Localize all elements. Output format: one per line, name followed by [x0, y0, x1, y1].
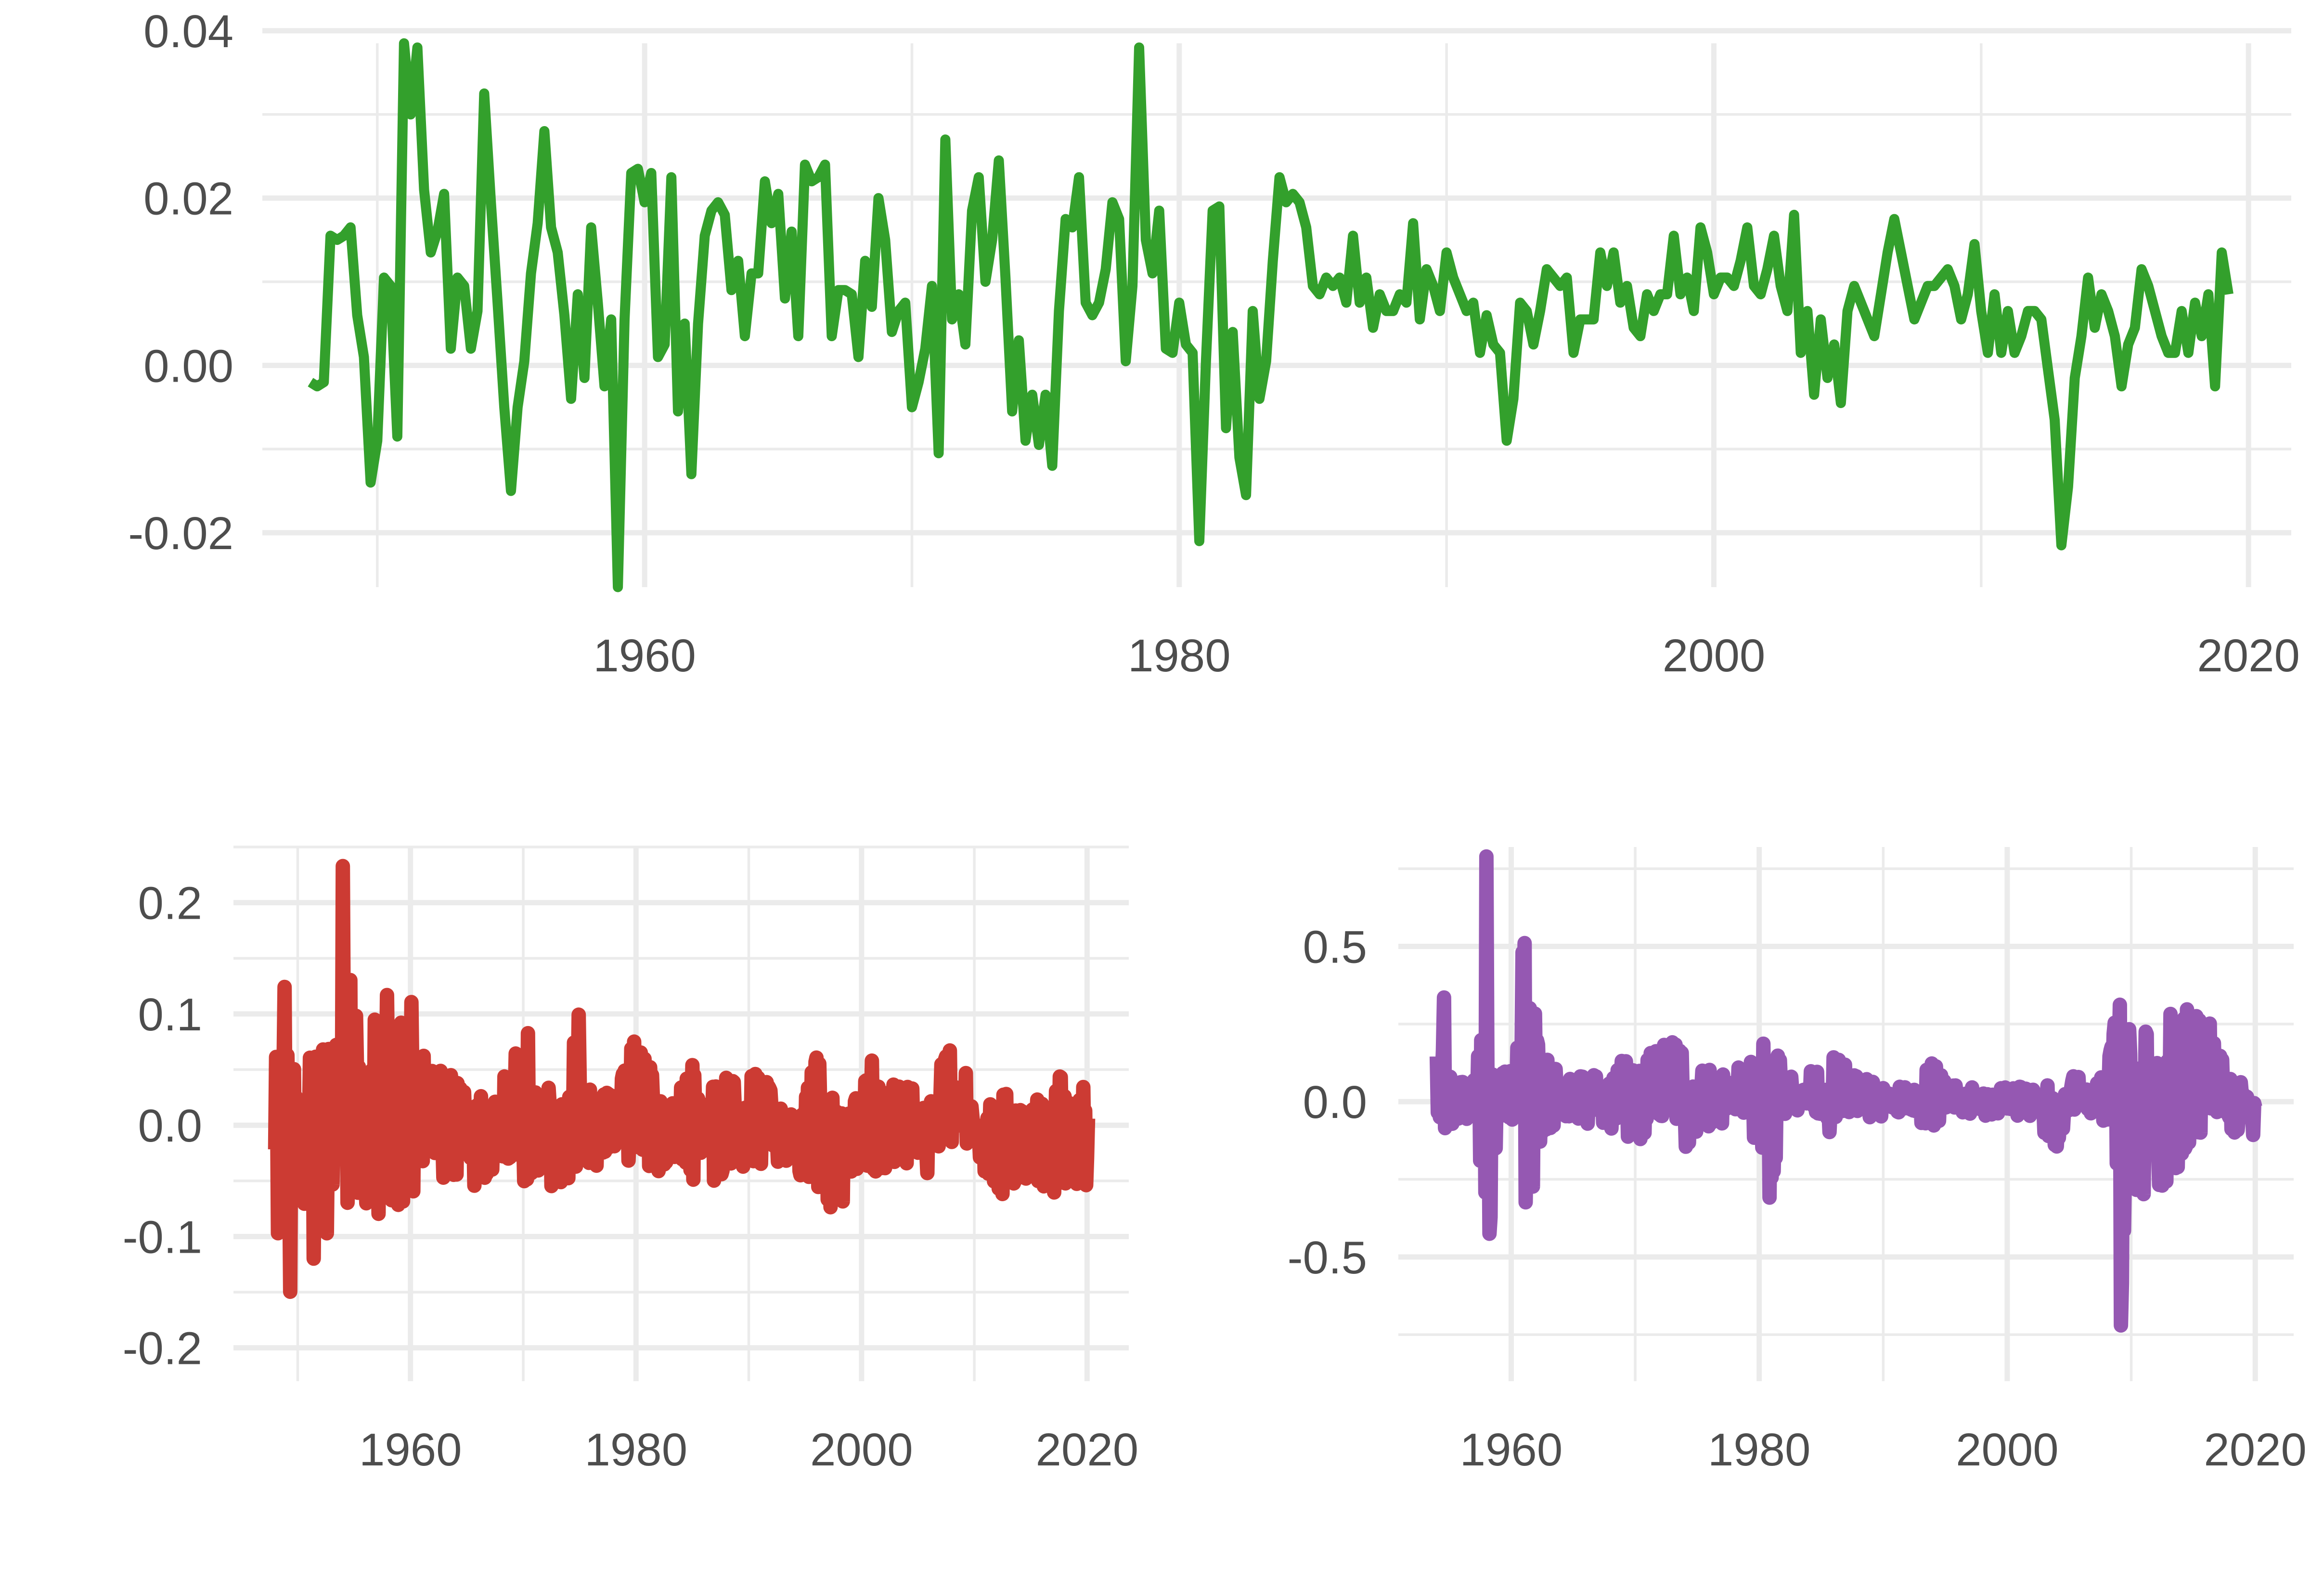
x-tick-label: 2020 [2197, 630, 2300, 681]
y-tick-label: 0.0 [1303, 1077, 1367, 1128]
x-tick-label: 2000 [1956, 1424, 2059, 1476]
x-tick-label: 1980 [585, 1424, 688, 1476]
x-tick-label: 1960 [1460, 1424, 1563, 1476]
y-tick-label: 0.04 [143, 6, 233, 57]
x-tick-label: 2020 [2204, 1424, 2307, 1476]
bottom-right-chart-panel: 1960 1980 2000 2020 -0.5 0.0 0.5 [1288, 847, 2307, 1476]
y-tick-label: 0.1 [138, 989, 202, 1040]
x-tick-label: 2020 [1036, 1424, 1139, 1476]
y-tick-label: 0.2 [138, 878, 202, 929]
y-tick-label: -0.1 [123, 1211, 202, 1263]
series-line [268, 859, 1096, 1299]
y-tick-label: 0.00 [143, 340, 233, 392]
y-tick-label: 0.02 [143, 173, 233, 225]
y-tick-label: 0.0 [138, 1100, 202, 1152]
top-chart-panel: 1960 1980 2000 2020 -0.02 0.00 0.02 0.04 [128, 6, 2300, 681]
x-tick-label: 1960 [593, 630, 696, 681]
y-tick-label: -0.2 [123, 1323, 202, 1374]
x-tick-label: 2000 [1663, 630, 1766, 681]
x-tick-label: 1980 [1708, 1424, 1811, 1476]
bottom-left-chart-panel: 1960 1980 2000 2020 -0.2 -0.1 0.0 0.1 0.2 [123, 846, 1139, 1476]
y-tick-label: 0.5 [1303, 922, 1367, 973]
series-line [1429, 849, 2262, 1333]
x-tick-label: 2000 [810, 1424, 913, 1476]
y-tick-label: -0.02 [128, 508, 233, 559]
y-tick-label: -0.5 [1288, 1232, 1367, 1284]
x-tick-label: 1960 [359, 1424, 462, 1476]
x-tick-label: 1980 [1128, 630, 1231, 681]
series-line [308, 38, 2234, 592]
